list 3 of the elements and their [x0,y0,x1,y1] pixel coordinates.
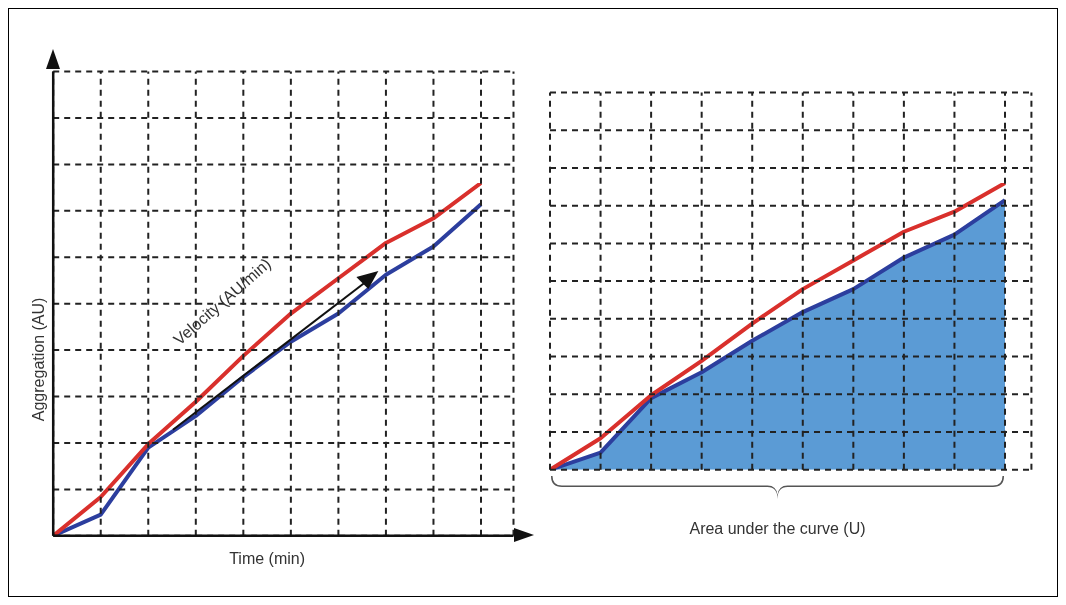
x-axis-title: Area under the curve (U) [689,519,866,537]
x-axis-title: Time (min) [229,549,306,567]
y-axis-title: Aggregation (AU) [30,297,48,421]
